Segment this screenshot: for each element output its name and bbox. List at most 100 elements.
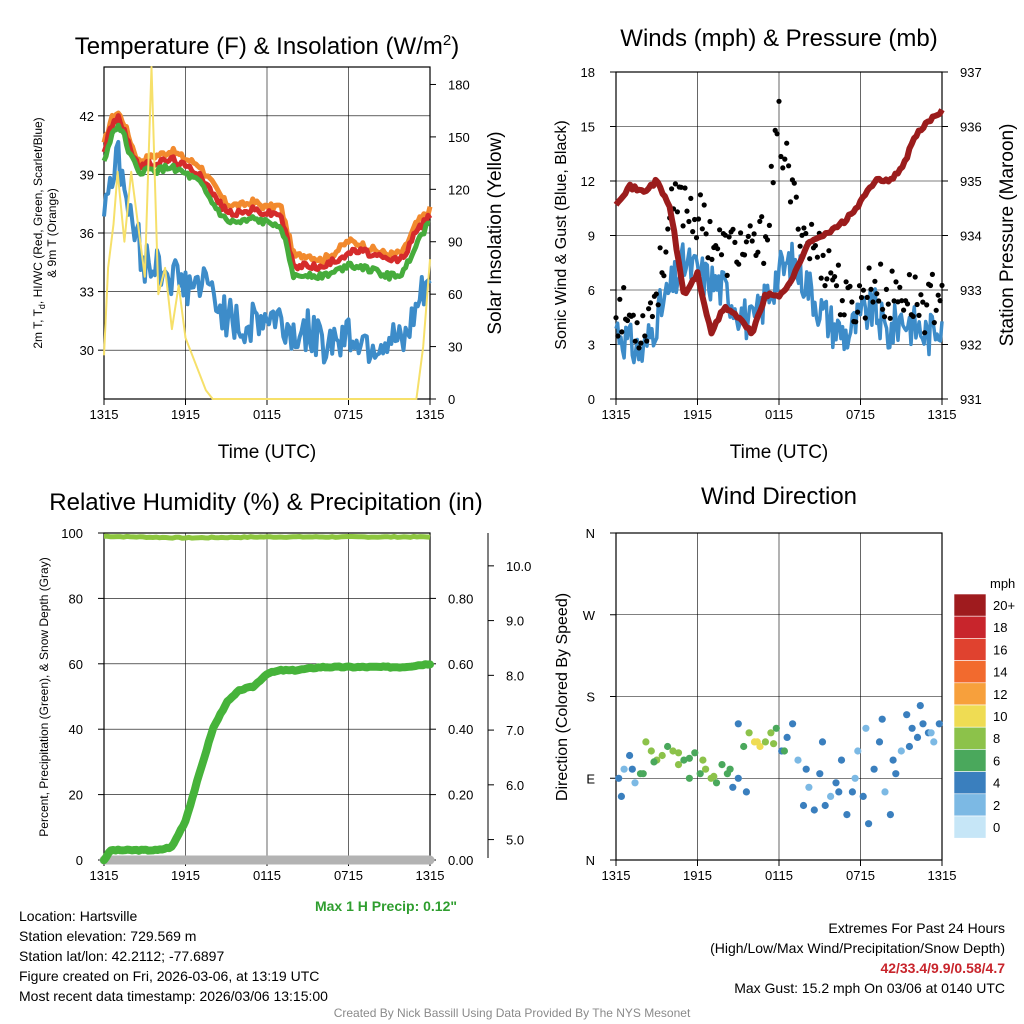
wind-direction-point — [699, 756, 707, 764]
wind-gust-point — [826, 248, 832, 254]
wind-gust-point — [868, 286, 874, 292]
wind-gust-point — [766, 222, 773, 228]
wind-direction-point — [642, 738, 650, 746]
wind-gust-point — [697, 192, 704, 198]
precip-y-tick-label: 0.00 — [448, 853, 473, 868]
snow-depth-y-tick-label: 5.0 — [506, 833, 524, 848]
speed-legend-label: 16 — [993, 642, 1007, 657]
precip-y-tick-label: 0.80 — [448, 591, 473, 606]
wind-direction-point — [835, 788, 843, 796]
wind-gust-point — [853, 319, 859, 325]
humidity-precip-panel: 1315 1915 0115 0715 1315 0 20 40 60 80 100 0.00 0.20… — [37, 489, 531, 914]
wind-gust-point — [939, 282, 945, 288]
wind-direction-point — [674, 761, 683, 769]
wind-gust-point — [897, 284, 903, 290]
wind-gust-point — [690, 229, 696, 235]
dir-x-tick-label: 0115 — [765, 868, 793, 883]
wind-gust-point — [613, 315, 619, 321]
precip-y-tick-label: 0.20 — [448, 788, 473, 803]
wind-gust-point — [878, 261, 884, 267]
wind-direction-point — [794, 756, 802, 764]
wind-gust-point — [661, 273, 667, 279]
wind-gust-point — [918, 292, 924, 298]
wind-direction-point — [647, 747, 655, 755]
rh-y-tick-label: 100 — [61, 526, 83, 541]
wind-x-tick-label: 1915 — [683, 407, 712, 422]
wind-gust-point — [849, 299, 855, 305]
temp-chart-title: Temperature (F) & Insolation (W/m2) — [75, 32, 459, 60]
wind-direction-point — [772, 724, 780, 732]
temp-y-tick-label: 30 — [80, 343, 94, 358]
temp-series-hi-wc — [101, 122, 431, 282]
wind-direction-point — [742, 788, 751, 796]
wind-gust-point — [864, 294, 870, 300]
wind-direction-point — [631, 779, 639, 787]
wind-gust-point — [705, 255, 711, 261]
wind-gust-point — [791, 180, 797, 186]
wind-gust-point — [701, 202, 707, 208]
wind-direction-point — [628, 765, 636, 773]
speed-legend-swatch — [953, 615, 987, 639]
wind-direction-point — [680, 756, 688, 764]
wind-direction-point — [615, 774, 623, 782]
recent-data-text: Most recent data timestamp: 2026/03/06 1… — [19, 988, 328, 1004]
dir-y-tick-label: N — [586, 853, 595, 868]
wind-direction-point — [878, 715, 886, 723]
wind-direction-point — [674, 749, 683, 757]
speed-legend-swatch — [953, 771, 987, 795]
dir-x-tick-label: 1915 — [683, 868, 712, 883]
wind-direction-point — [854, 747, 862, 755]
wind-gust-point — [824, 276, 830, 282]
pressure-y-tick-label: 937 — [960, 65, 982, 80]
wind-y-tick-label: 6 — [588, 283, 595, 298]
wind-gust-point — [833, 283, 840, 289]
wind-gust-point — [743, 239, 750, 245]
wind-gust-point — [688, 195, 694, 201]
speed-legend-label: 20+ — [993, 598, 1015, 613]
insolation-y-tick-label: 120 — [448, 182, 470, 197]
wind-y-tick-label: 15 — [581, 120, 595, 135]
wind-gust-point — [910, 313, 916, 319]
speed-legend-label: 6 — [993, 753, 1000, 768]
wind-gust-point — [912, 274, 918, 280]
wind-gust-point — [782, 156, 788, 162]
wind-gust-point — [906, 272, 913, 278]
rh-x-tick-label: 0115 — [253, 868, 281, 883]
location-text: Location: Hartsville — [19, 908, 138, 924]
wind-y-tick-label: 3 — [588, 338, 595, 353]
wind-gust-point — [787, 199, 794, 205]
wind-gust-point — [784, 140, 790, 146]
wind-direction-point — [650, 758, 658, 766]
temp-y-axis-label: 2m T, Td, HI/WC (Red, Green, Scarlet/Blu… — [31, 117, 47, 348]
snow-depth-y-tick-label: 10.0 — [506, 559, 531, 574]
wind-y-axis-label: Sonic Wind & Gust (Blue, Black) — [553, 120, 570, 349]
wind-gust-point — [732, 239, 738, 245]
wind-gust-point — [818, 275, 824, 281]
wind-direction-point — [710, 772, 718, 781]
wind-direction-point — [916, 702, 924, 710]
wind-gust-point — [745, 233, 751, 239]
wind-direction-point — [729, 783, 737, 791]
winds-pressure-panel: 1315 1915 0115 0715 1315 0 3 6 9 12 15 18 931 932 933 9… — [553, 25, 1018, 463]
wind-gust-point — [761, 260, 767, 266]
wind-direction-point — [664, 742, 672, 751]
wind-gust-point — [703, 231, 709, 237]
wind-x-tick-label: 1315 — [928, 407, 957, 422]
wind-gust-point — [883, 286, 890, 292]
wind-series-sonic-wind — [614, 241, 944, 365]
wind-gust-point — [726, 234, 732, 240]
wind-chart-title: Winds (mph) & Pressure (mb) — [620, 25, 937, 52]
wind-gust-point — [931, 320, 937, 326]
wind-direction-point — [802, 765, 810, 773]
speed-legend-swatch — [953, 726, 987, 750]
wind-gust-point — [904, 301, 911, 307]
wind-direction-point — [897, 747, 905, 755]
wind-direction-point — [770, 740, 778, 748]
wind-direction-point — [913, 733, 922, 742]
rh-series-precipitation — [100, 660, 434, 865]
speed-legend-label: 0 — [993, 820, 1000, 835]
dir-y-axis-label: Direction (Colored By Speed) — [554, 593, 571, 801]
wind-gust-point — [759, 214, 765, 220]
temp-series-9m-t — [101, 110, 433, 266]
